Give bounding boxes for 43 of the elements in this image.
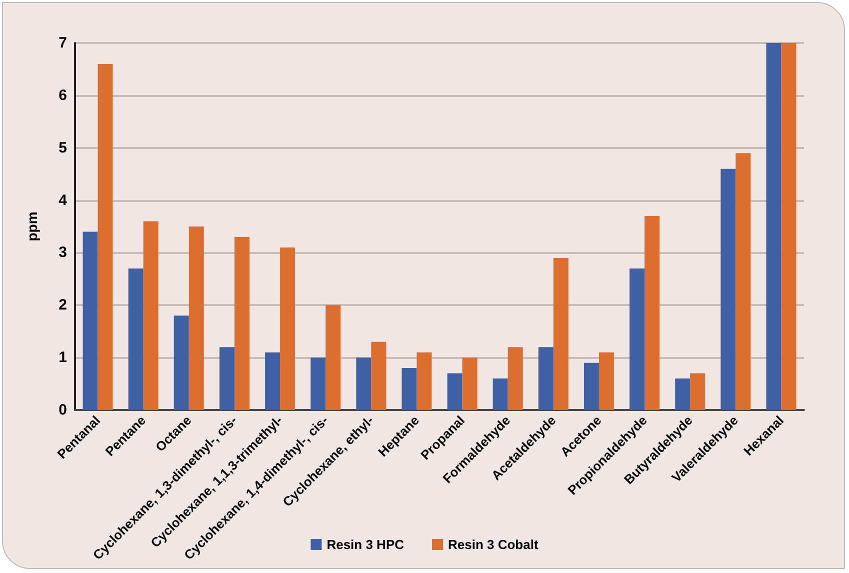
legend-label: Resin 3 Cobalt [448, 537, 539, 552]
bar [143, 221, 158, 410]
y-tick-label: 6 [58, 86, 67, 104]
bar [447, 373, 462, 410]
y-tick-label: 4 [58, 192, 68, 209]
bar [598, 352, 614, 410]
y-tick-label: 7 [58, 34, 67, 52]
bar [584, 362, 599, 410]
bar [736, 153, 751, 410]
bar [781, 43, 796, 410]
bar [553, 258, 568, 410]
bar [280, 247, 296, 410]
bar [538, 347, 554, 410]
y-tick-label: 0 [58, 402, 67, 418]
bar [356, 358, 372, 410]
bar [326, 305, 341, 410]
bar [492, 378, 508, 410]
bar [234, 236, 250, 410]
bar [310, 358, 326, 410]
y-axis-title: ppm [24, 212, 40, 242]
y-tick-label: 2 [58, 296, 67, 314]
bar [265, 352, 280, 410]
bar [644, 216, 660, 410]
legend-label: Resin 3 HPC [326, 537, 405, 552]
bar [630, 268, 645, 410]
bar [128, 268, 144, 410]
bar [675, 378, 690, 410]
bar [766, 43, 782, 410]
bar [720, 168, 736, 410]
bar [174, 316, 189, 410]
bar [188, 226, 204, 410]
bar [690, 373, 706, 410]
y-tick-label: 3 [58, 244, 67, 262]
bar [371, 342, 386, 410]
bar [402, 368, 417, 410]
bar [82, 232, 98, 410]
bar [508, 347, 523, 410]
bar [416, 352, 432, 410]
bar [98, 64, 113, 410]
bar [462, 358, 478, 410]
y-tick-label: 1 [58, 349, 67, 366]
y-tick-label: 5 [58, 139, 67, 156]
bar [219, 347, 234, 410]
